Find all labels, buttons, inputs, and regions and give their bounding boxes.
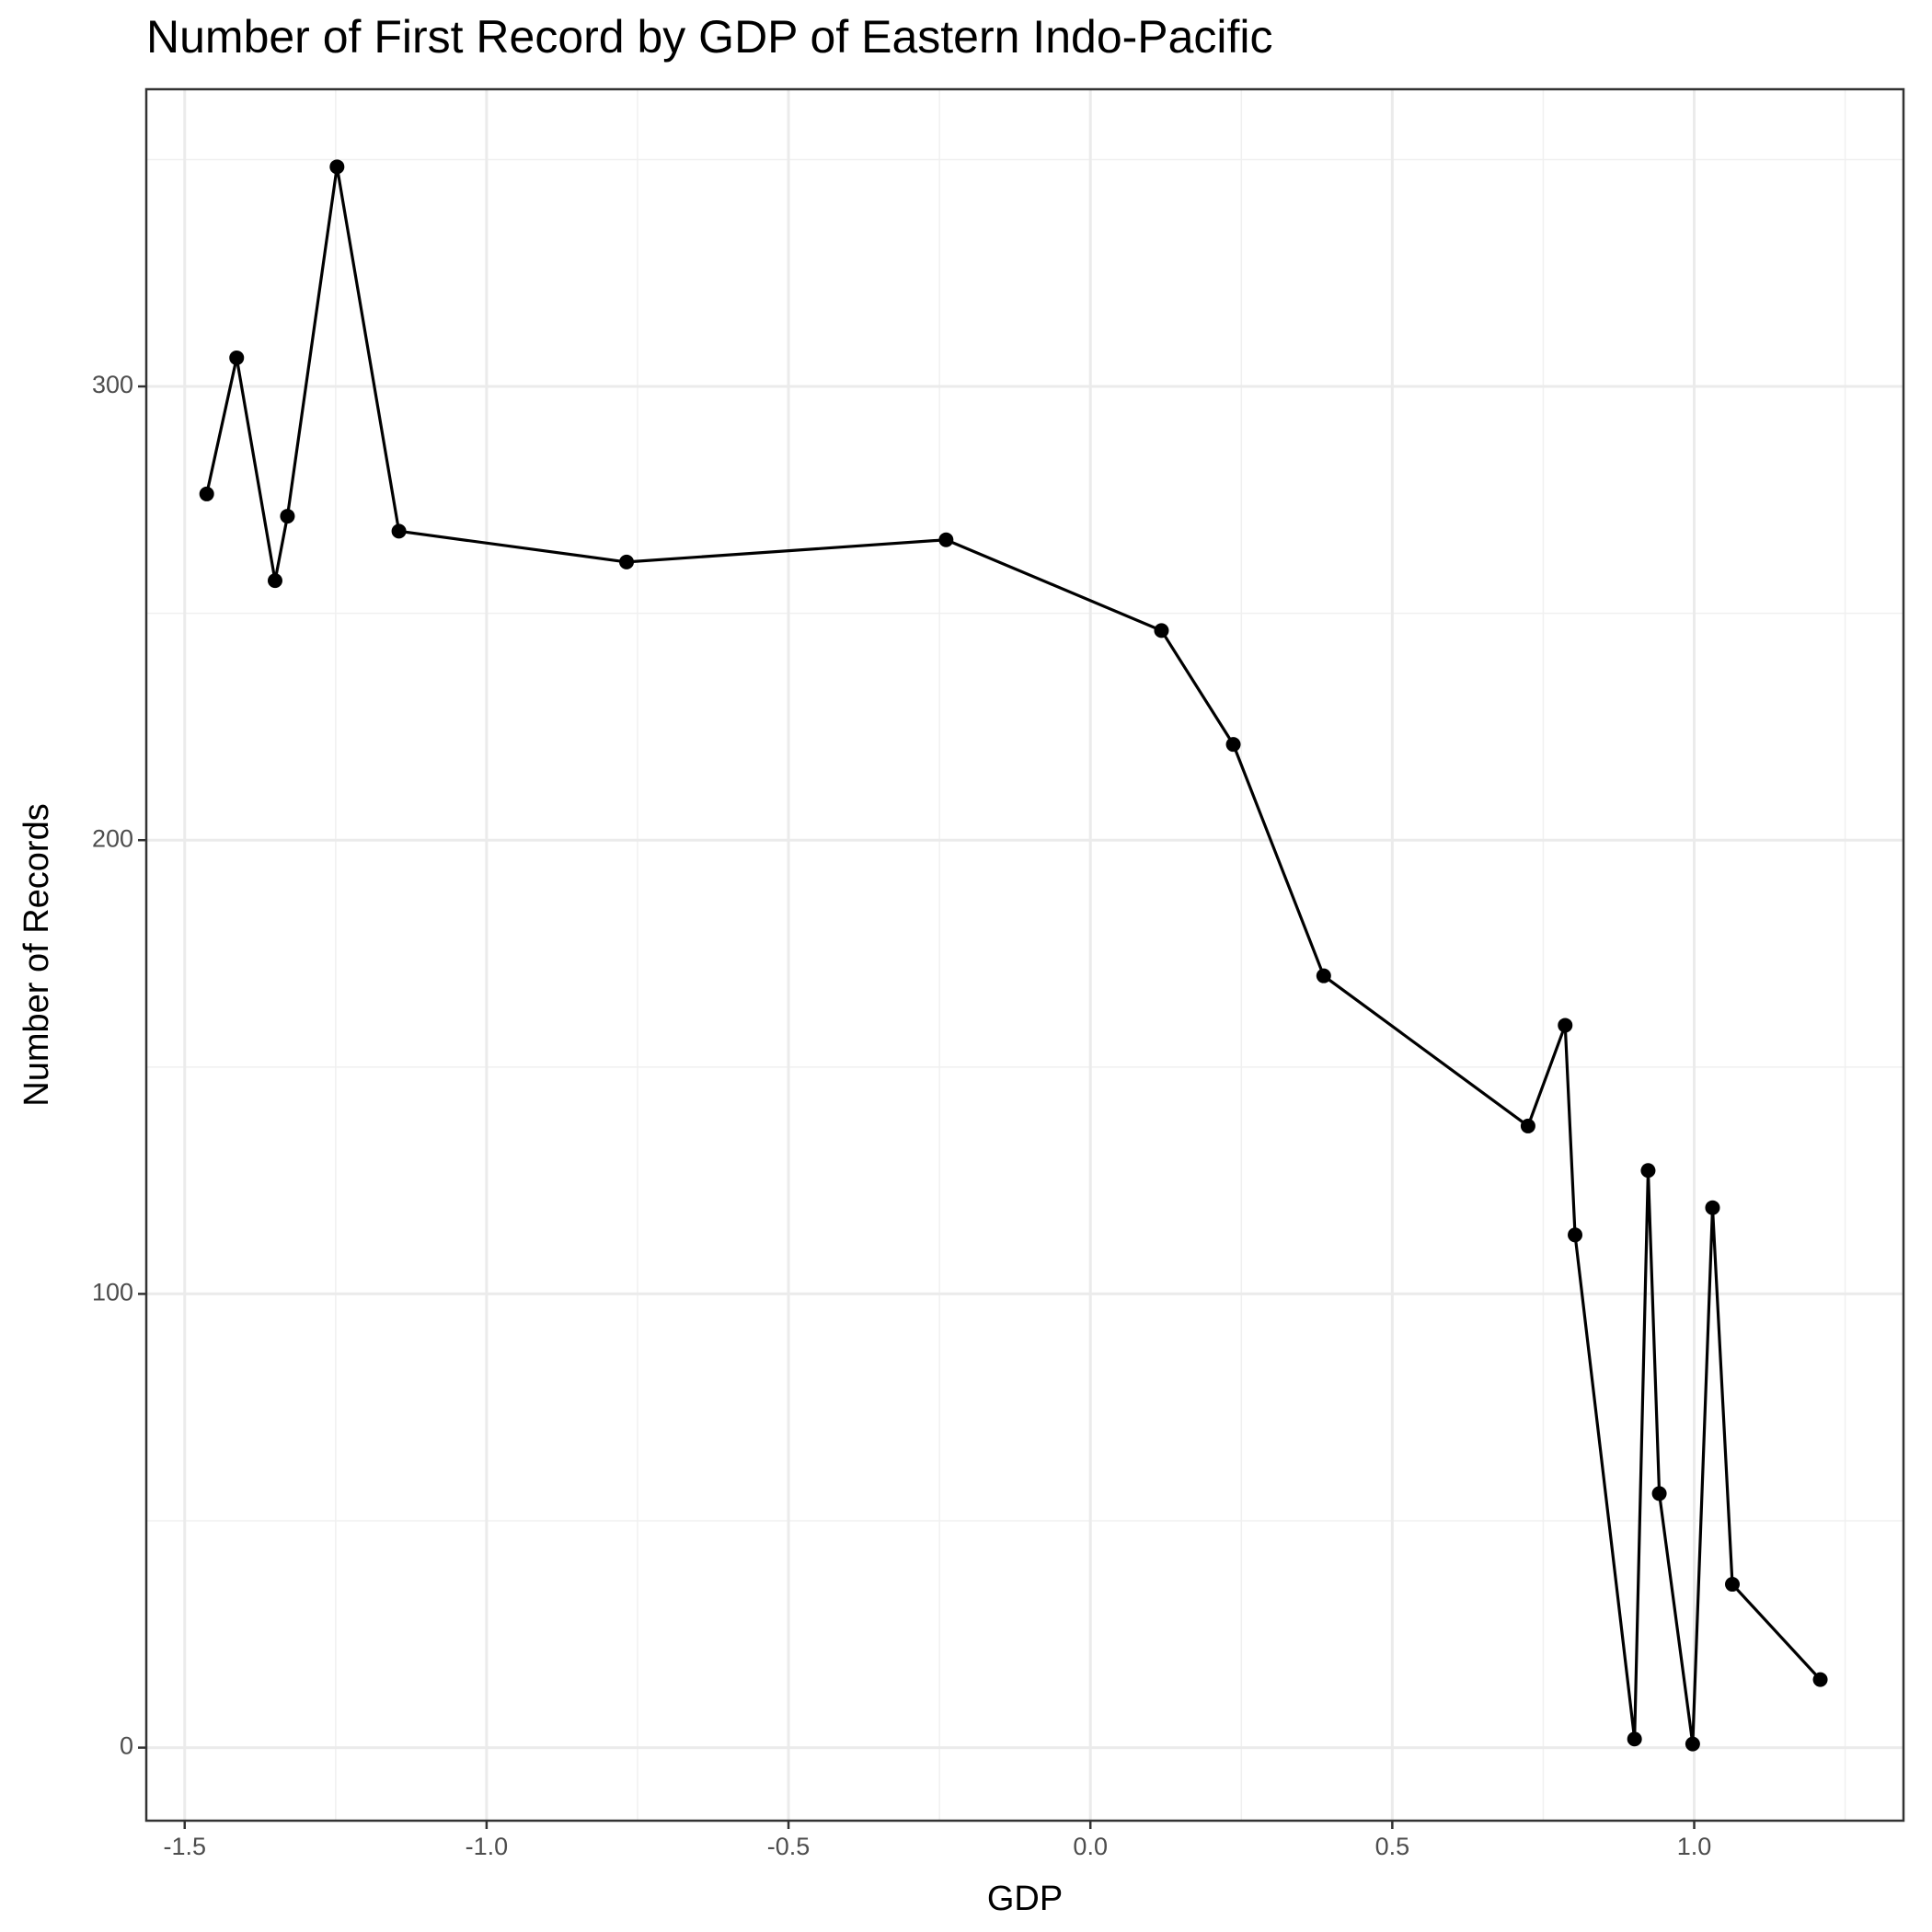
data-point xyxy=(267,573,282,589)
data-point xyxy=(391,523,407,539)
chart-title: Number of First Record by GDP of Eastern… xyxy=(146,11,1273,63)
data-point xyxy=(1627,1731,1642,1747)
y-tick-label: 200 xyxy=(92,824,133,852)
data-point xyxy=(229,350,245,365)
y-tick-label: 300 xyxy=(92,371,133,398)
data-point xyxy=(329,159,345,175)
data-point xyxy=(1685,1736,1700,1752)
data-point xyxy=(280,509,295,524)
data-point xyxy=(1568,1227,1583,1243)
data-point xyxy=(1154,623,1169,638)
x-tick-label: -0.5 xyxy=(767,1833,811,1860)
x-tick-label: -1.0 xyxy=(466,1833,509,1860)
data-point xyxy=(1651,1486,1667,1501)
y-axis-title: Number of Records xyxy=(17,803,56,1106)
data-point xyxy=(1705,1200,1720,1215)
x-tick-label: 0.0 xyxy=(1073,1833,1108,1860)
y-tick-label: 100 xyxy=(92,1279,133,1306)
data-point xyxy=(619,554,635,569)
data-point xyxy=(1812,1672,1828,1687)
x-tick-label: -1.5 xyxy=(163,1833,206,1860)
x-tick-label: 0.5 xyxy=(1375,1833,1410,1860)
data-point xyxy=(1640,1163,1656,1179)
x-tick-label: 1.0 xyxy=(1677,1833,1712,1860)
panel-border xyxy=(144,87,1905,1823)
y-tick-label: 0 xyxy=(120,1732,133,1760)
data-point xyxy=(1520,1118,1535,1133)
data-point xyxy=(199,486,214,501)
data-point xyxy=(1558,1018,1573,1033)
data-point xyxy=(938,532,954,547)
data-point xyxy=(1316,968,1331,983)
x-axis-title: GDP xyxy=(987,1880,1063,1918)
data-point xyxy=(1225,737,1241,753)
data-point xyxy=(1725,1577,1741,1593)
